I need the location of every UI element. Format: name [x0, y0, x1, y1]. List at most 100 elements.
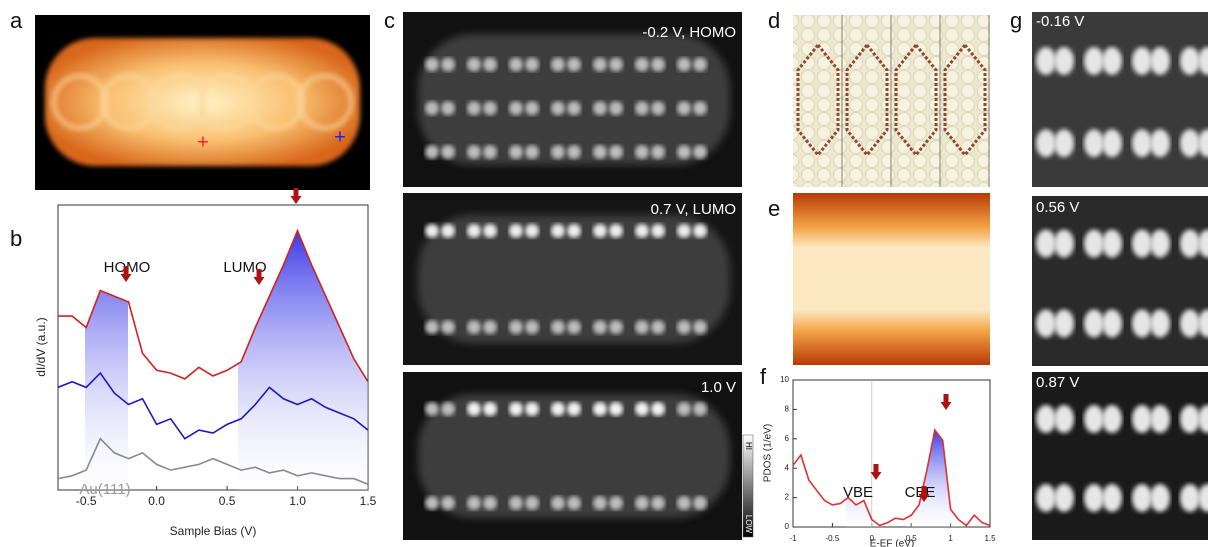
stm-images-c [403, 12, 742, 540]
panel-label: b [10, 226, 22, 251]
feature [651, 496, 665, 510]
feature [1150, 405, 1170, 433]
arrow [291, 188, 302, 204]
feature [1150, 47, 1170, 75]
feature [509, 145, 523, 159]
feature [609, 320, 623, 334]
data-line [793, 430, 990, 526]
feature [509, 58, 523, 72]
feature [551, 402, 565, 416]
feature [593, 58, 607, 72]
feature [651, 402, 665, 416]
feature [483, 58, 497, 72]
feature [1054, 47, 1074, 75]
simulated-images-g [1032, 12, 1208, 540]
feature [425, 496, 439, 510]
feature [609, 224, 623, 238]
feature [693, 402, 707, 416]
plot-frame [793, 380, 990, 527]
feature [593, 320, 607, 334]
feature [483, 101, 497, 115]
feature [525, 58, 539, 72]
feature [677, 145, 691, 159]
feature [567, 101, 581, 115]
image-label: 0.56 V [1036, 199, 1079, 216]
feature [593, 224, 607, 238]
y-tick-label: 8 [785, 405, 790, 414]
feature [635, 145, 649, 159]
feature [1036, 484, 1056, 512]
x-tick-label: -0.5 [826, 534, 840, 543]
feature [567, 496, 581, 510]
feature [651, 320, 665, 334]
feature [609, 496, 623, 510]
annotation: CBE [905, 484, 936, 501]
feature [593, 496, 607, 510]
feature [551, 145, 565, 159]
feature [635, 224, 649, 238]
feature [425, 58, 439, 72]
feature [483, 224, 497, 238]
feature [1036, 47, 1056, 75]
feature [551, 496, 565, 510]
feature [1102, 129, 1122, 157]
feature [693, 496, 707, 510]
feature [425, 145, 439, 159]
feature [1150, 230, 1170, 258]
feature [677, 58, 691, 72]
feature [551, 101, 565, 115]
x-axis-label: Sample Bias (V) [170, 524, 257, 538]
svg-text:+: + [334, 126, 346, 148]
feature [1102, 230, 1122, 258]
x-tick-label: 0.0 [148, 494, 165, 508]
image-label: 1.0 V [701, 379, 736, 396]
feature [467, 101, 481, 115]
feature [1150, 129, 1170, 157]
feature [509, 101, 523, 115]
feature [1180, 484, 1200, 512]
feature [677, 101, 691, 115]
feature [425, 320, 439, 334]
feature [635, 101, 649, 115]
feature [677, 320, 691, 334]
feature [1132, 310, 1152, 338]
feature [1132, 405, 1152, 433]
feature [567, 320, 581, 334]
feature [441, 402, 455, 416]
svg-text:+: + [197, 131, 209, 153]
feature [693, 224, 707, 238]
stm-image-a: + + [35, 15, 370, 190]
feature [441, 145, 455, 159]
feature [1102, 310, 1122, 338]
y-tick-label: 10 [780, 375, 789, 384]
feature [1084, 405, 1104, 433]
colorbar-label: LOW [744, 515, 753, 534]
feature [525, 224, 539, 238]
feature [551, 320, 565, 334]
feature [567, 58, 581, 72]
feature [467, 145, 481, 159]
x-tick-label: 1.0 [289, 494, 306, 508]
feature [467, 402, 481, 416]
feature [651, 145, 665, 159]
feature [425, 101, 439, 115]
x-tick-label: -1 [789, 534, 797, 543]
feature [635, 402, 649, 416]
feature [593, 101, 607, 115]
feature [1084, 230, 1104, 258]
feature [567, 224, 581, 238]
feature [677, 224, 691, 238]
feature [525, 145, 539, 159]
feature [651, 101, 665, 115]
feature [441, 496, 455, 510]
feature [1084, 484, 1104, 512]
x-axis-label: E-EF (eV) [870, 539, 914, 547]
feature [1150, 484, 1170, 512]
panel-label: g [1010, 8, 1022, 33]
feature [1036, 129, 1056, 157]
figure: a b c d e f g + + -0.2 V, HOMO 0.7 V, LU… [0, 0, 1208, 547]
panel-label: a [10, 8, 23, 33]
feature [1036, 310, 1056, 338]
image-label: 0.7 V, LUMO [651, 201, 736, 218]
feature [593, 402, 607, 416]
